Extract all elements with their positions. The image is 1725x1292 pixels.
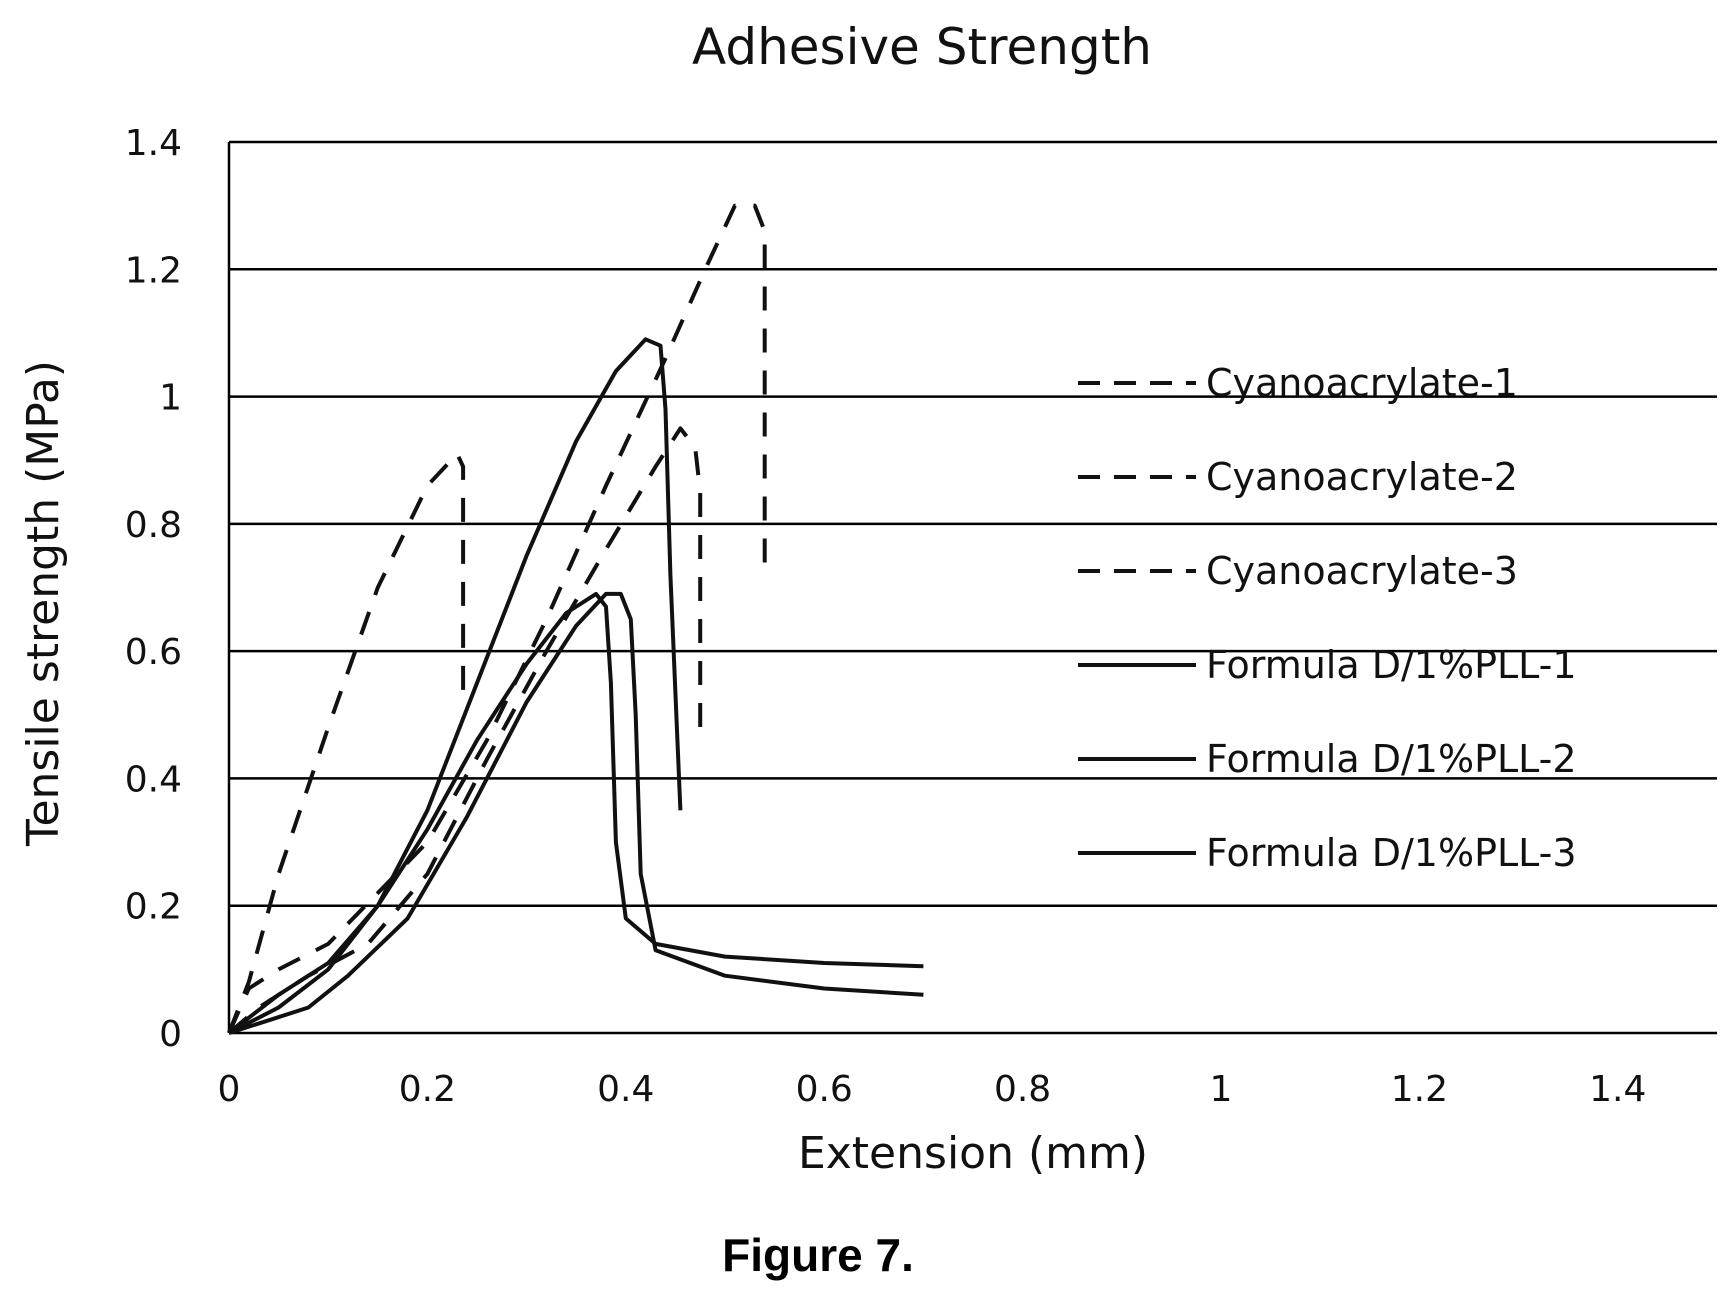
figure-caption: Figure 7. xyxy=(722,1229,914,1281)
chart-title: Adhesive Strength xyxy=(692,18,1152,76)
y-tick-label: 0 xyxy=(159,1014,182,1055)
legend-label-6: Formula D/1%PLL-3 xyxy=(1206,831,1577,875)
y-tick-label: 0.2 xyxy=(125,887,182,928)
y-axis-label: Tensile strength (MPa) xyxy=(18,360,69,847)
series-6-line xyxy=(228,591,924,1035)
y-tick-label: 1 xyxy=(159,378,182,419)
axes xyxy=(227,142,1717,1035)
x-axis-label: Extension (mm) xyxy=(798,1128,1148,1179)
x-tick-label: 0.6 xyxy=(796,1069,853,1110)
y-tick-label: 1.2 xyxy=(125,250,182,291)
y-tick-label: 0.4 xyxy=(125,759,182,800)
series-1-line xyxy=(227,203,767,1034)
series-5-line xyxy=(227,591,924,1035)
x-tick-label: 0.4 xyxy=(597,1069,654,1110)
legend-label-4: Formula D/1%PLL-1 xyxy=(1206,643,1577,687)
legend-label-1: Cyanoacrylate-1 xyxy=(1206,361,1518,405)
grid xyxy=(229,140,1717,907)
legend-label-3: Cyanoacrylate-3 xyxy=(1206,549,1518,593)
x-tick-label: 0 xyxy=(218,1069,241,1110)
legend-label-2: Cyanoacrylate-2 xyxy=(1206,455,1518,499)
x-axis-ticks: 0 0.2 0.4 0.6 0.8 1 1.2 1.4 xyxy=(218,1069,1647,1110)
y-tick-label: 1.4 xyxy=(125,123,182,164)
y-tick-label: 0.8 xyxy=(125,505,182,546)
series-lines xyxy=(227,203,924,1035)
x-tick-label: 1.2 xyxy=(1391,1069,1448,1110)
y-tick-label: 0.6 xyxy=(125,632,182,673)
series-4-line xyxy=(228,337,683,1035)
x-tick-label: 0.8 xyxy=(994,1069,1051,1110)
legend-label-5: Formula D/1%PLL-2 xyxy=(1206,737,1577,781)
x-tick-label: 1.4 xyxy=(1589,1069,1646,1110)
legend: Cyanoacrylate-1 Cyanoacrylate-2 Cyanoacryl… xyxy=(1078,361,1577,875)
x-tick-label: 1 xyxy=(1210,1069,1233,1110)
y-axis-ticks: 0 0.2 0.4 0.6 0.8 1 1.2 1.4 xyxy=(125,123,182,1055)
x-tick-label: 0.2 xyxy=(399,1069,456,1110)
series-2-line xyxy=(227,451,466,1034)
